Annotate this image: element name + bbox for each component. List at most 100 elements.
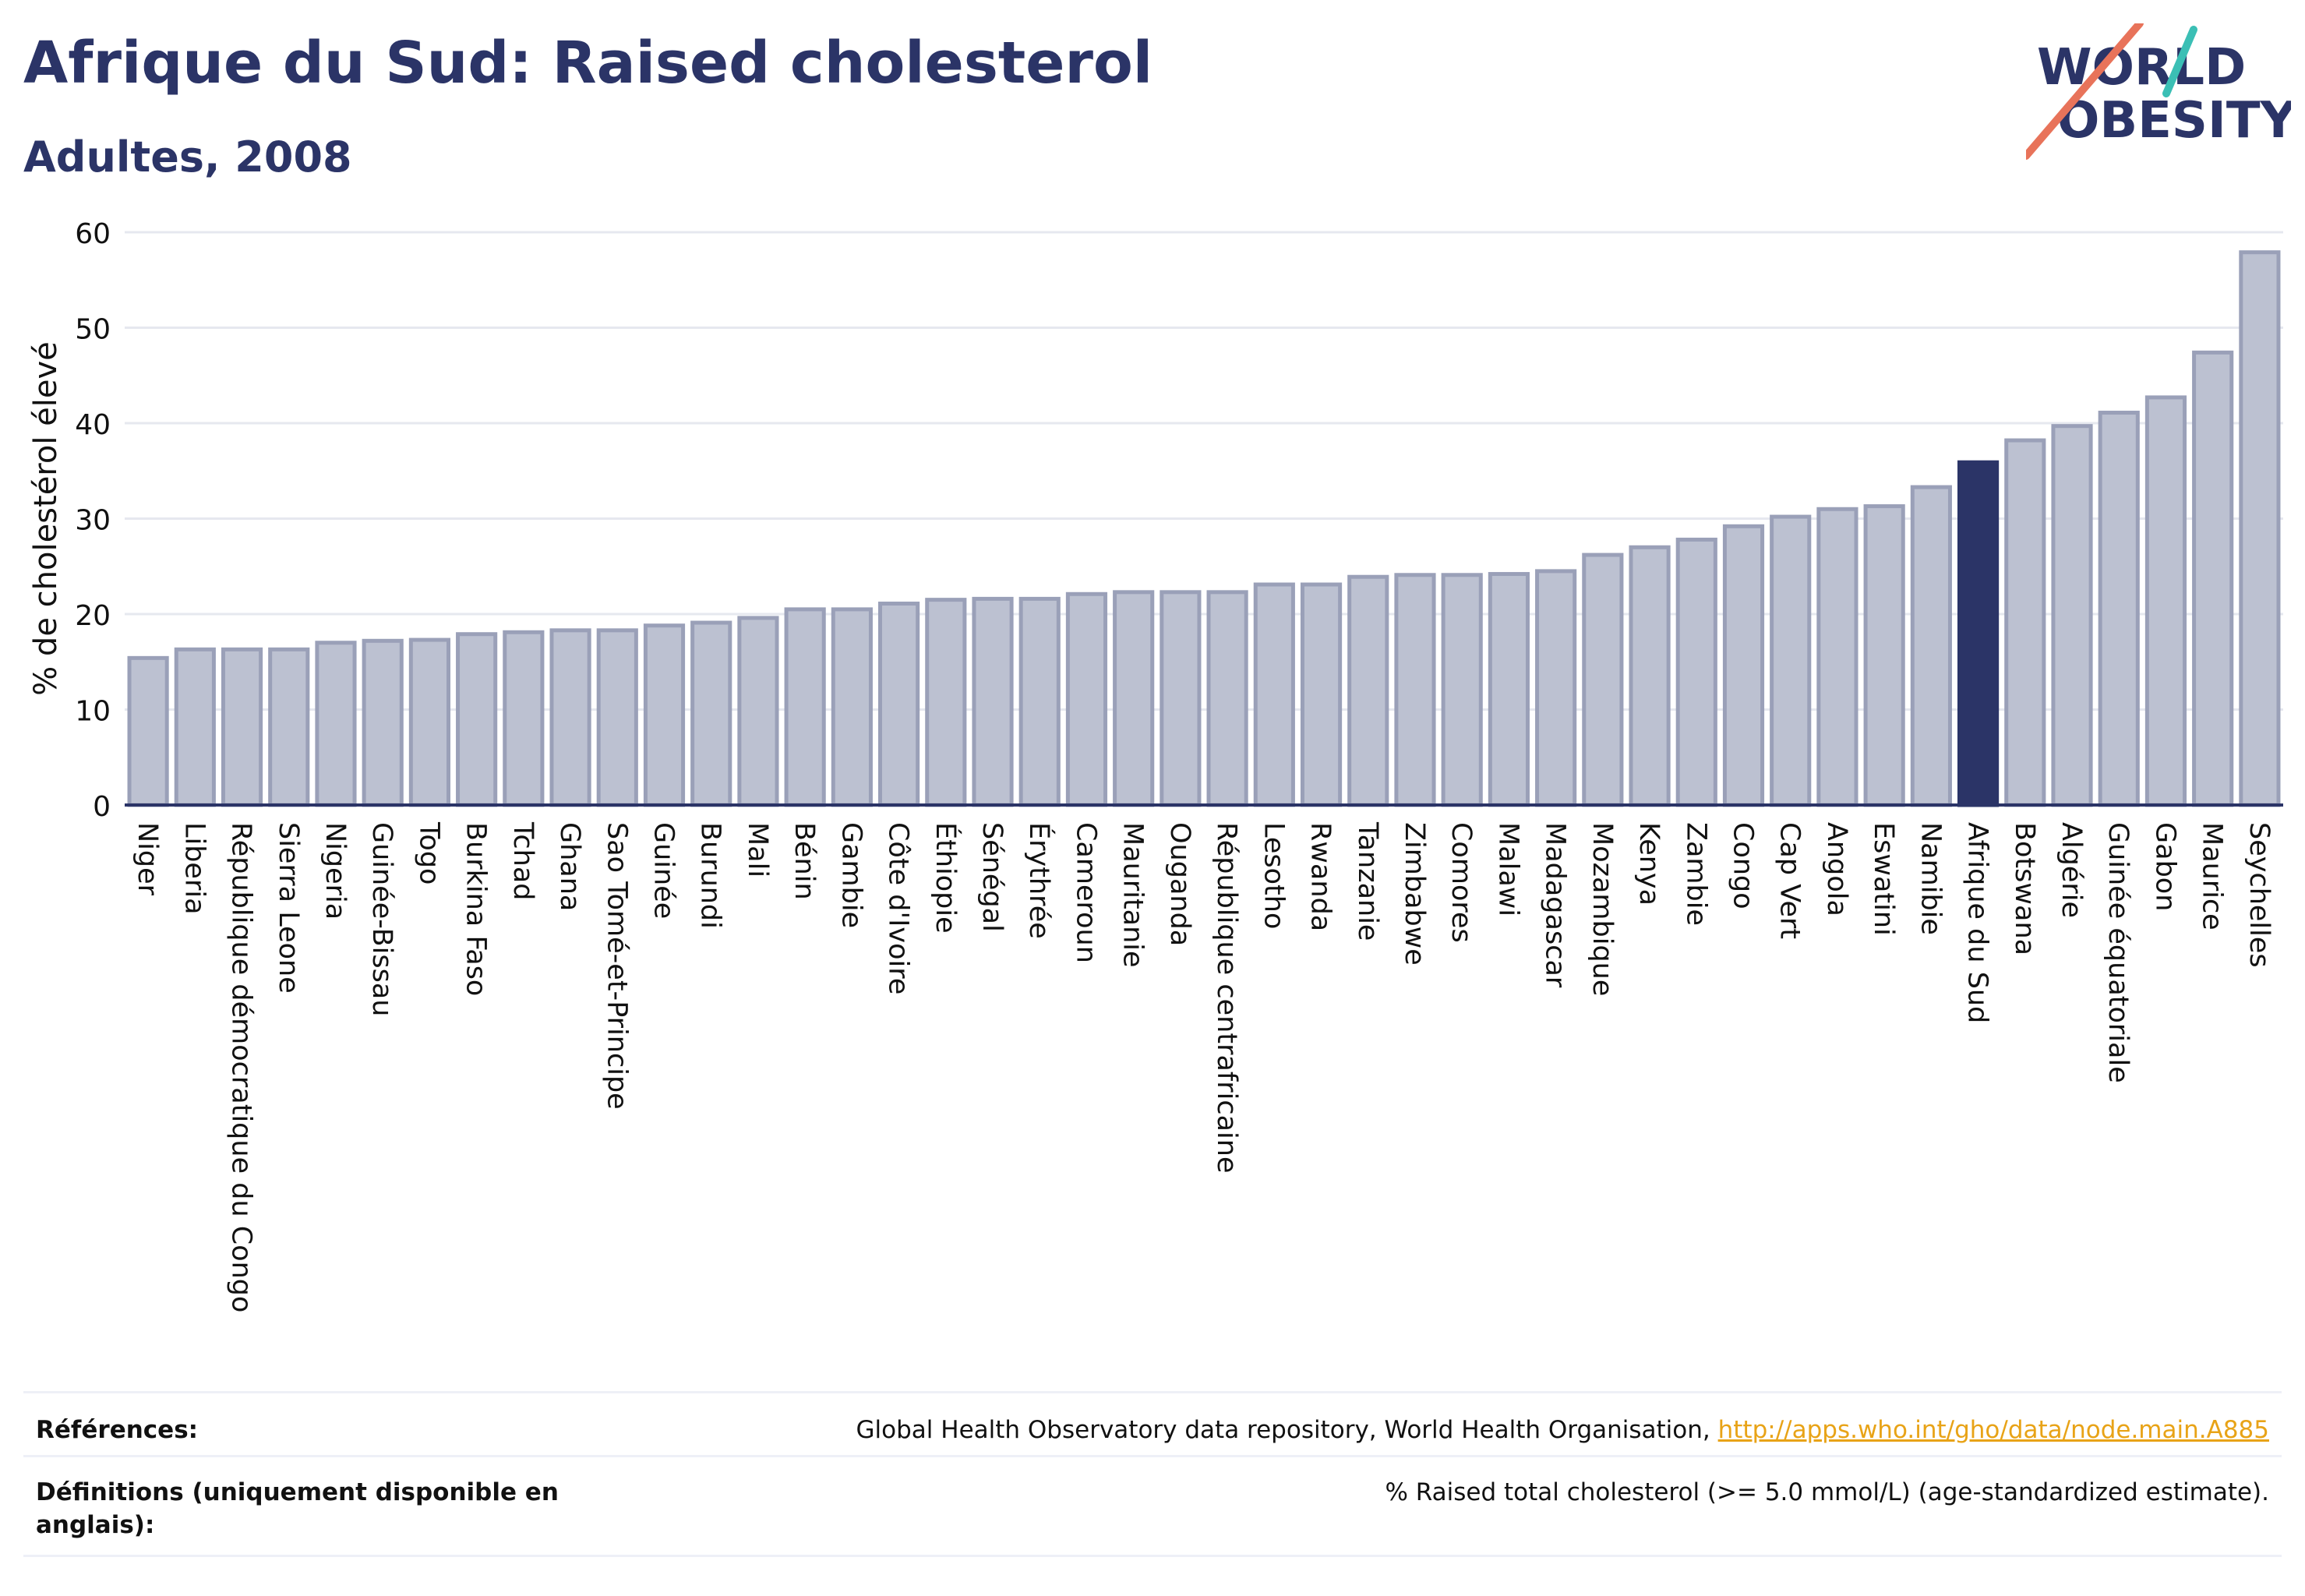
x-tick-label: Sierra Leone [273, 822, 304, 994]
x-tick-label: Nigeria [319, 822, 351, 920]
x-tick-label: République démocratique du Congo [226, 822, 257, 1312]
definitions-label: Définitions (uniquement disponible en an… [36, 1478, 559, 1539]
bar [1863, 504, 1905, 807]
bar [2144, 395, 2187, 807]
references-label: Références: [36, 1416, 199, 1444]
logo-line-1: WORLD [2037, 39, 2246, 97]
x-tick-label: Cap Vert [1774, 822, 1806, 939]
logo-line-2: OBESITY [2057, 92, 2291, 150]
bar [1629, 545, 1671, 807]
bar-chart: 0 10 20 30 40 50 60 Niger Liberia République dém… [28, 218, 2283, 1312]
y-tick-label: 40 [75, 409, 111, 441]
references-text: Global Health Observatory data repositor… [856, 1416, 1718, 1444]
x-tick-label: Algérie [2056, 822, 2087, 918]
bar [1300, 582, 1343, 807]
logo-slash-coral [2026, 23, 2144, 160]
x-tick-label: Sao Tomé-et-Principe [601, 822, 632, 1110]
bar [268, 647, 310, 807]
y-tick-label: 50 [75, 314, 111, 346]
bar [549, 628, 591, 807]
references-link[interactable]: http://apps.who.int/gho/data/node.main.A… [1717, 1416, 2269, 1444]
bar [503, 630, 545, 807]
x-tick-label: Afrique du Sud [1962, 822, 1993, 1023]
x-tick-label: Gambie [835, 822, 867, 928]
chart-subtitle: Adultes, 2008 [23, 132, 352, 182]
bar [1441, 573, 1483, 807]
x-axis-labels: Niger Liberia République démocratique du C… [132, 821, 2275, 1312]
bars [127, 250, 2281, 807]
bar [1722, 524, 1765, 807]
x-tick-label: Malawi [1492, 822, 1523, 916]
bar [1253, 582, 1295, 807]
y-tick-label: 10 [75, 696, 111, 728]
x-tick-label: Maurice [2197, 822, 2228, 930]
x-tick-label: Mauritanie [1117, 822, 1149, 968]
bar [1816, 507, 1858, 807]
x-tick-label: Guinée équatoriale [2102, 822, 2134, 1083]
x-tick-label: Bénin [789, 822, 820, 900]
y-tick-label: 20 [75, 600, 111, 632]
x-tick-label: Éthiopie [930, 822, 962, 934]
bar [1582, 553, 1624, 807]
x-tick-label: Ouganda [1164, 822, 1195, 946]
x-tick-label: Mozambique [1587, 822, 1618, 996]
x-tick-label: Érythrée [1023, 822, 1056, 939]
bar [643, 623, 686, 807]
x-tick-label: Zambie [1680, 822, 1711, 926]
x-tick-label: Eswatini [1868, 822, 1899, 936]
bar [596, 628, 638, 807]
definitions-value: % Raised total cholesterol (>= 5.0 mmol/… [1385, 1478, 2269, 1506]
x-tick-label: Lesotho [1258, 822, 1289, 929]
x-tick-label: Côte d'Ivoire [883, 822, 914, 994]
bar [2004, 438, 2046, 807]
logo-slash-teal [2162, 26, 2197, 97]
definitions-row: Définitions (uniquement disponible en an… [23, 1455, 2282, 1557]
references-row: Références: Global Health Observatory da… [23, 1391, 2282, 1457]
x-tick-label: Liberia [178, 822, 210, 915]
bar [221, 647, 263, 807]
bar [456, 632, 498, 807]
bar [1910, 485, 1952, 807]
y-axis-label: % de cholestérol élevé [28, 341, 64, 696]
footer-bottom-rule [23, 1555, 2282, 1557]
x-tick-label: Burkina Faso [461, 822, 492, 996]
bar [2192, 350, 2234, 807]
x-tick-label: Rwanda [1305, 822, 1336, 931]
bar [315, 641, 357, 807]
bar [2098, 411, 2140, 807]
x-tick-label: Guinée [648, 822, 679, 919]
y-tick-label: 0 [93, 791, 111, 823]
bar [1206, 590, 1248, 807]
x-tick-label: Kenya [1633, 822, 1664, 906]
x-tick-label: Niger [132, 822, 163, 896]
x-tick-label: Angola [1821, 822, 1852, 916]
y-axis-ticks: 0 10 20 30 40 50 60 [75, 218, 111, 823]
x-tick-label: Madagascar [1540, 822, 1571, 988]
bar [972, 596, 1014, 807]
world-obesity-logo: WORLD OBESITY [2026, 23, 2291, 160]
bar [1675, 537, 1717, 807]
bar [690, 620, 732, 807]
x-tick-label: Seychelles [2243, 822, 2275, 968]
x-tick-label: Guinée-Bissau [366, 822, 397, 1017]
x-tick-label: Burundi [695, 822, 726, 929]
x-tick-label: Togo [413, 821, 444, 885]
bar [362, 638, 404, 807]
bar [925, 598, 967, 807]
x-tick-label: Cameroun [1070, 822, 1101, 963]
bar [1347, 574, 1389, 807]
x-tick-label: Botswana [2009, 822, 2040, 955]
bar-highlighted [1957, 460, 2000, 807]
x-tick-label: Mali [742, 822, 773, 877]
bar [1065, 591, 1108, 807]
bar [2051, 424, 2093, 807]
bar [1160, 590, 1202, 807]
x-tick-label: Namibie [1915, 822, 1946, 935]
bar [737, 616, 779, 807]
bar [1535, 569, 1577, 807]
x-tick-label: Congo [1728, 822, 1759, 909]
bar [1488, 572, 1530, 807]
x-tick-label: Ghana [554, 822, 585, 911]
bar [1018, 596, 1061, 807]
bar [127, 655, 169, 807]
